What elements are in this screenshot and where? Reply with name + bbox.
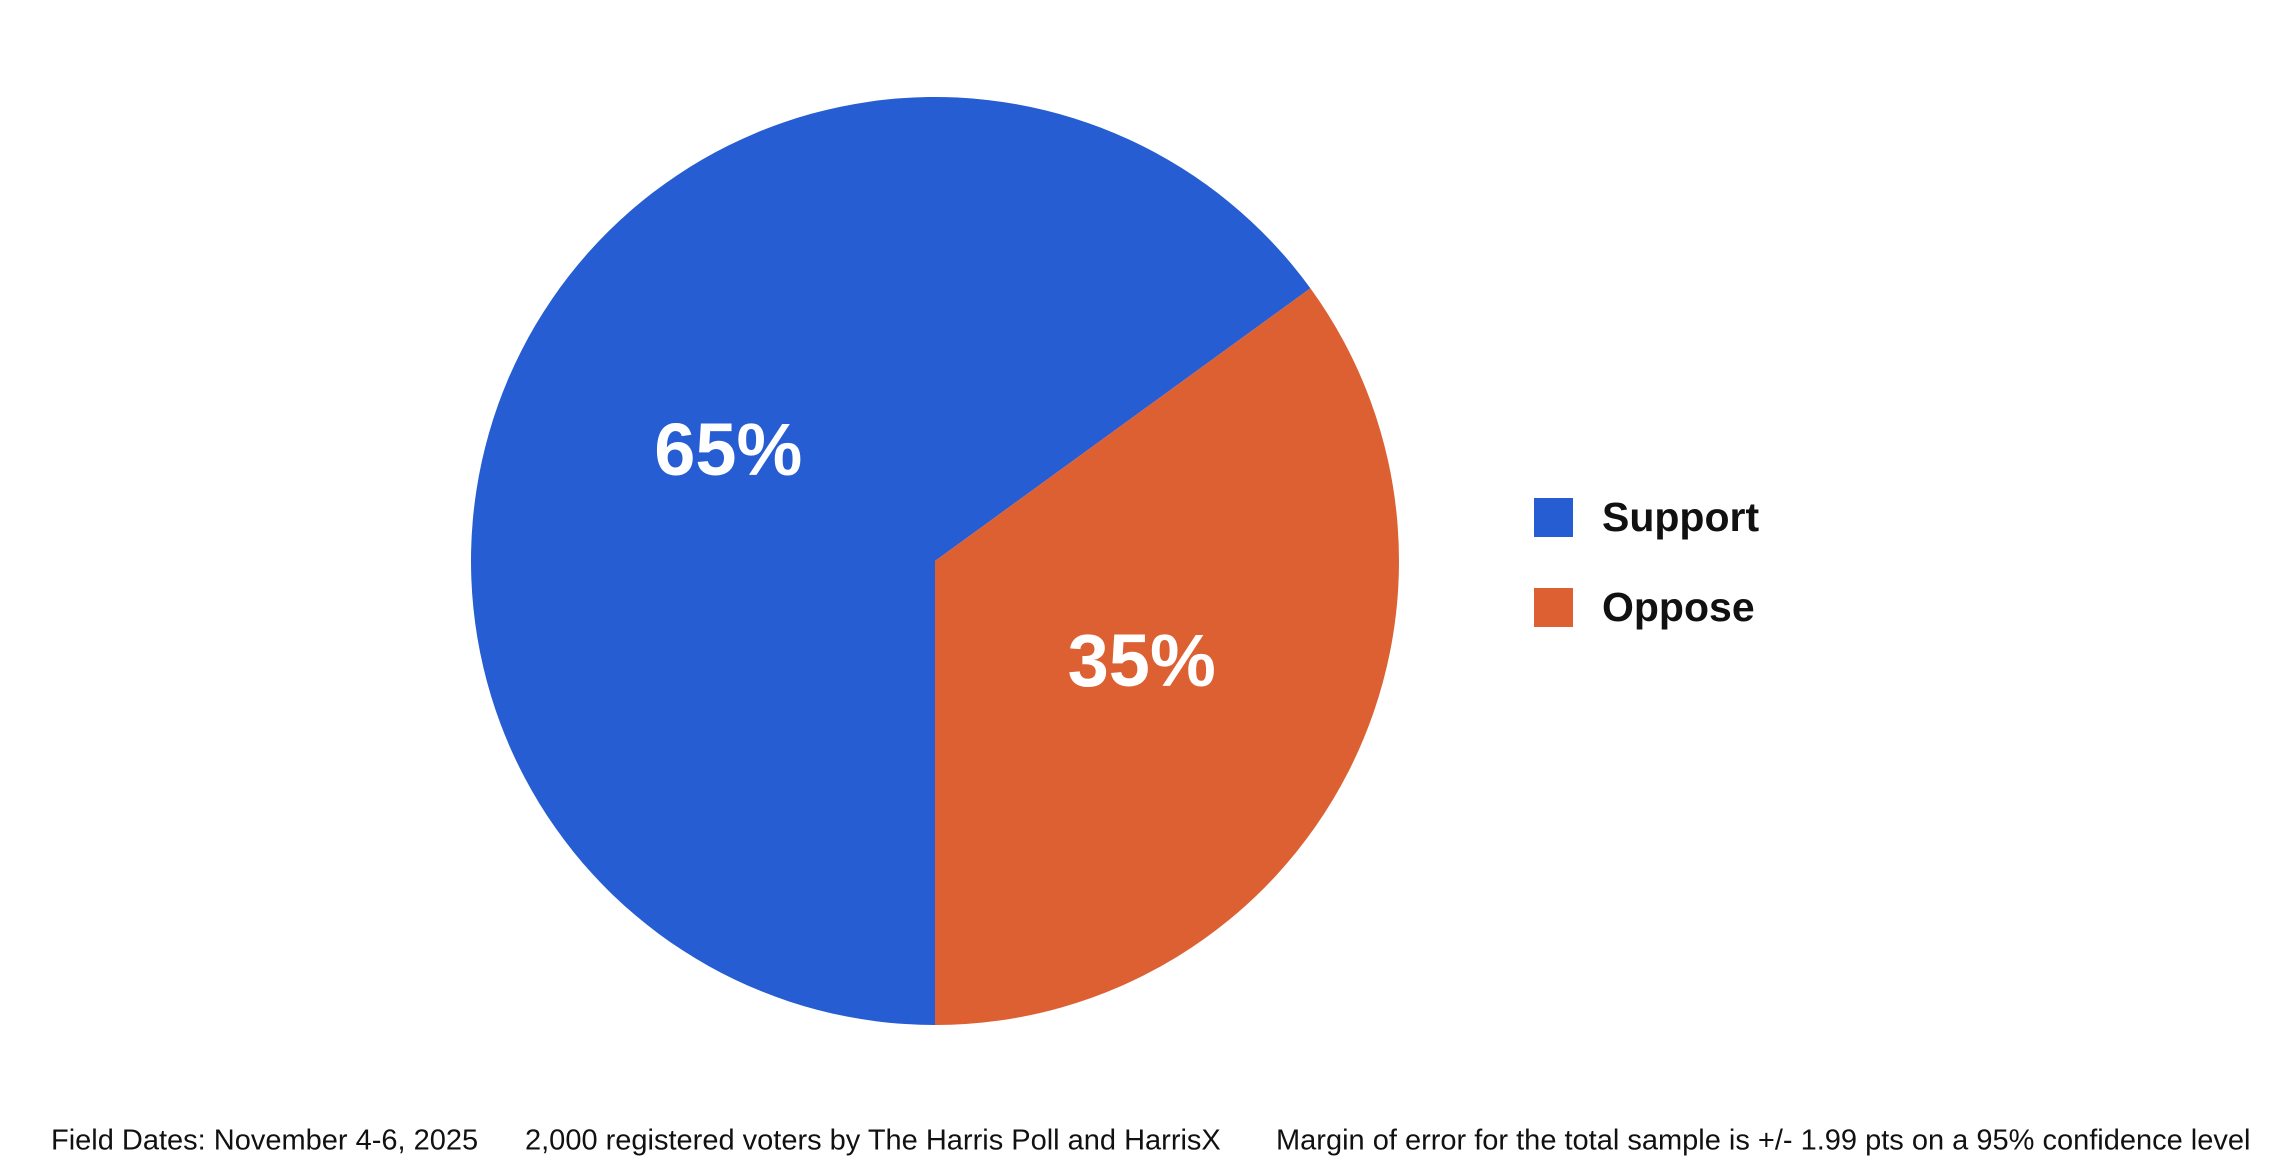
pie-slice: [471, 96, 1311, 1025]
pie-slice: [935, 288, 1399, 1025]
footnote: Margin of error for the total sample is …: [1276, 1125, 2250, 1157]
footnote: 2,000 registered voters by The Harris Po…: [525, 1125, 1221, 1157]
legend-label: Support: [1602, 494, 1759, 540]
legend-swatch: [1534, 498, 1573, 537]
footnote: Field Dates: November 4-6, 2025: [51, 1125, 478, 1157]
value-label: 65%: [654, 408, 802, 491]
legend-label: Oppose: [1602, 584, 1755, 630]
value-label: 35%: [1068, 619, 1216, 702]
legend-swatch: [1534, 588, 1573, 627]
